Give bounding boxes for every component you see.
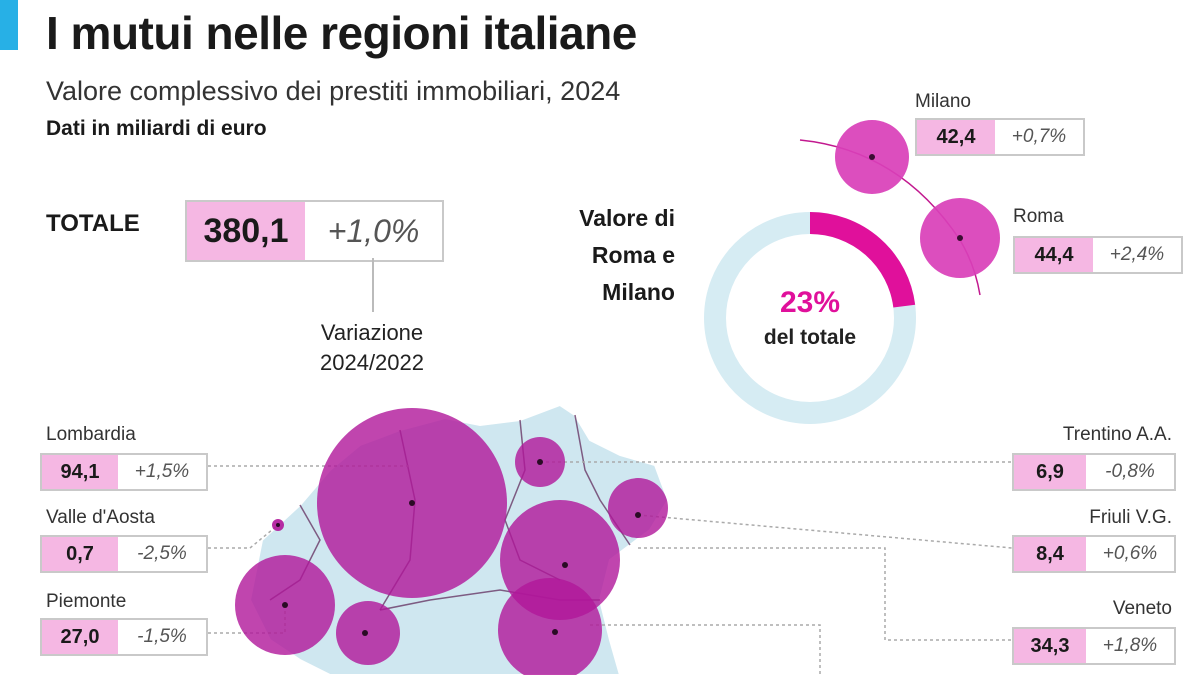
donut-arc-roma-milano xyxy=(809,212,916,308)
leader-extra xyxy=(590,624,821,675)
donut-label: Valore di Roma e Milano xyxy=(530,200,675,311)
region-name-valle-aosta: Valle d'Aosta xyxy=(46,507,155,528)
leader-piemonte xyxy=(208,608,286,634)
region-dots xyxy=(276,459,641,636)
city-value-milano: 42,4 xyxy=(917,120,995,154)
dot-valle-aosta xyxy=(276,523,280,527)
region-change-valle-aosta: -2,5% xyxy=(137,543,187,564)
dot-roma xyxy=(957,235,963,241)
leader-valle-aosta xyxy=(208,524,279,549)
region-value-friuli: 8,4 xyxy=(1014,537,1086,571)
donut-label-line2: Roma e xyxy=(591,242,675,268)
region-name-trentino: Trentino A.A. xyxy=(1062,424,1172,445)
title-accent-bar xyxy=(0,0,18,50)
donut-label-line1: Valore di xyxy=(579,205,675,231)
chart-subtitle: Valore complessivo dei prestiti immobili… xyxy=(46,76,621,106)
region-box-valle-aosta: 0,7 -2,5% xyxy=(40,535,208,573)
total-change: +1,0% xyxy=(305,202,442,260)
dot-milano xyxy=(869,154,875,160)
dot-lombardia xyxy=(409,500,415,506)
total-value: 380,1 xyxy=(187,202,305,260)
region-box-piemonte: 27,0 -1,5% xyxy=(40,618,208,656)
region-name-lombardia: Lombardia xyxy=(46,424,136,445)
region-name-piemonte: Piemonte xyxy=(46,591,127,612)
donut-label-line3: Milano xyxy=(602,279,675,305)
region-name-veneto: Veneto xyxy=(1112,598,1172,619)
total-connector-line xyxy=(372,258,374,312)
region-change-friuli: +0,6% xyxy=(1102,543,1158,564)
region-box-friuli: 8,4 +0,6% xyxy=(1012,535,1176,573)
dot-friuli xyxy=(635,512,641,518)
donut-percent: 23% xyxy=(780,286,840,319)
variation-note-line2: 2024/2022 xyxy=(320,350,424,375)
variation-note: Variazione 2024/2022 xyxy=(282,318,462,378)
region-change-veneto: +1,8% xyxy=(1102,635,1158,656)
city-box-milano: 42,4 +0,7% xyxy=(915,118,1085,156)
bubble-friuli xyxy=(608,478,668,538)
region-value-piemonte: 27,0 xyxy=(42,620,118,654)
donut-caption: del totale xyxy=(764,326,856,349)
city-change-milano: +0,7% xyxy=(1011,126,1067,147)
region-box-veneto: 34,3 +1,8% xyxy=(1012,627,1176,665)
region-value-valle-aosta: 0,7 xyxy=(42,537,118,571)
region-value-lombardia: 94,1 xyxy=(42,455,118,489)
dot-emilia xyxy=(552,629,558,635)
city-box-roma: 44,4 +2,4% xyxy=(1013,236,1183,274)
total-label: TOTALE xyxy=(46,210,140,237)
region-change-trentino: -0,8% xyxy=(1105,461,1155,482)
region-value-trentino: 6,9 xyxy=(1014,455,1086,489)
region-box-trentino: 6,9 -0,8% xyxy=(1012,453,1176,491)
dot-liguria xyxy=(362,630,368,636)
region-value-veneto: 34,3 xyxy=(1014,629,1086,663)
variation-note-line1: Variazione xyxy=(320,320,424,345)
region-box-lombardia: 94,1 +1,5% xyxy=(40,453,208,491)
dot-piemonte xyxy=(282,602,288,608)
leader-friuli xyxy=(637,514,1013,549)
dot-veneto xyxy=(562,562,568,568)
city-change-roma: +2,4% xyxy=(1109,244,1165,265)
total-value-box: 380,1 +1,0% xyxy=(185,200,444,262)
region-change-lombardia: +1,5% xyxy=(134,461,190,482)
dot-trentino xyxy=(537,459,543,465)
region-name-friuli: Friuli V.G. xyxy=(1089,507,1172,528)
city-name-milano: Milano xyxy=(915,91,971,112)
units-note: Dati in miliardi di euro xyxy=(46,117,267,140)
bubble-emilia xyxy=(498,578,602,675)
leader-veneto xyxy=(638,547,1012,641)
region-change-piemonte: -1,5% xyxy=(137,626,187,647)
city-name-roma: Roma xyxy=(1013,206,1064,227)
chart-title: I mutui nelle regioni italiane xyxy=(46,7,637,59)
leader-lines xyxy=(208,461,1013,675)
city-value-roma: 44,4 xyxy=(1015,238,1093,272)
